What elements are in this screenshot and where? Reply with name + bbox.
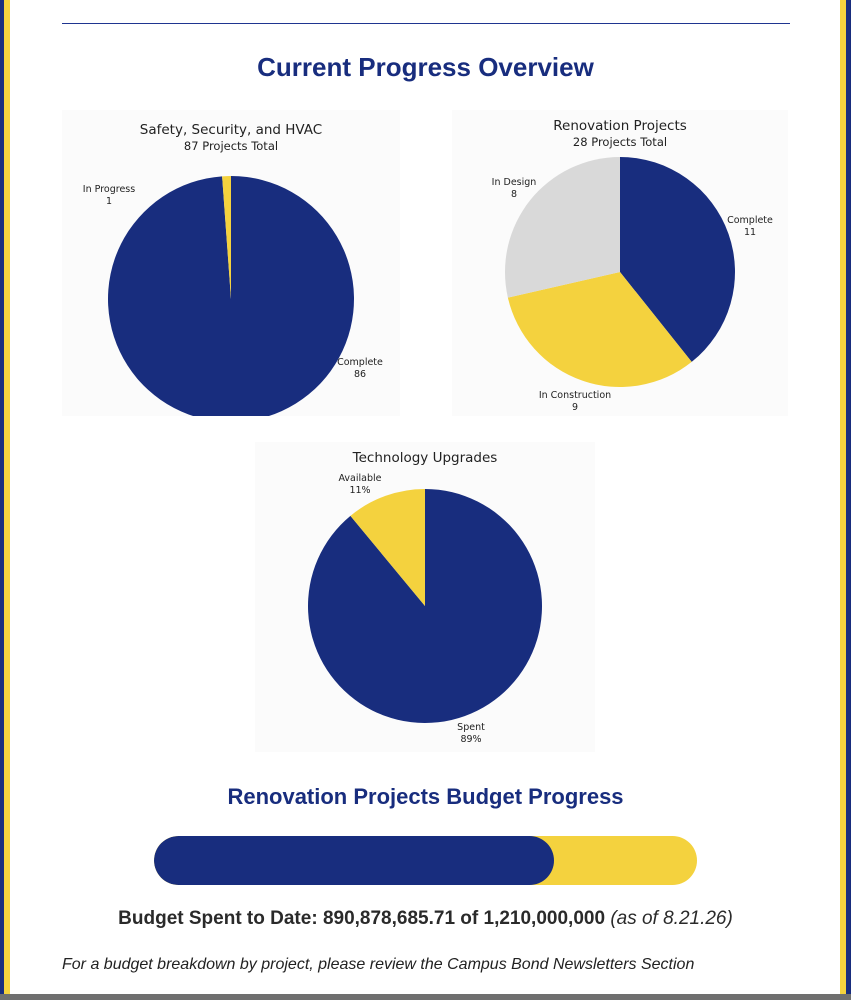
budget-spent-summary: Budget Spent to Date: 890,878,685.71 of … bbox=[0, 908, 851, 930]
right-border-stripe bbox=[840, 0, 851, 994]
chart-subtitle: 87 Projects Total bbox=[184, 139, 278, 153]
budget-of-word: of bbox=[460, 908, 479, 929]
slice-label-in-progress: In Progress bbox=[83, 184, 135, 195]
budget-spent-value: 890,878,685.71 bbox=[322, 908, 456, 929]
chart-safety-security-hvac: Safety, Security, and HVAC 87 Projects To… bbox=[62, 110, 400, 416]
left-border-stripe bbox=[0, 0, 11, 994]
slice-label-complete: Complete bbox=[727, 215, 773, 226]
budget-footnote: For a budget breakdown by project, pleas… bbox=[62, 956, 695, 973]
slice-value-available: 11% bbox=[349, 485, 370, 496]
slice-label-available: Available bbox=[338, 473, 381, 484]
slice-value-spent: 89% bbox=[460, 734, 481, 745]
pie-slice-in-progress bbox=[222, 176, 231, 299]
pie-slice-in-design bbox=[505, 157, 620, 298]
chart-title: Technology Upgrades bbox=[352, 450, 498, 466]
chart-technology-upgrades: Technology Upgrades Spent 89% Available 11% bbox=[255, 442, 595, 752]
chart-title: Renovation Projects bbox=[553, 118, 687, 134]
budget-progress-fill bbox=[154, 836, 554, 885]
budget-progress-bar bbox=[154, 836, 697, 885]
slice-label-in-construction: In Construction bbox=[539, 390, 611, 401]
budget-spent-label: Budget Spent to Date: bbox=[118, 908, 318, 929]
slice-label-spent: Spent bbox=[457, 722, 485, 733]
budget-progress-title: Renovation Projects Budget Progress bbox=[227, 784, 624, 809]
slice-value-in-design: 8 bbox=[511, 189, 517, 200]
pie-slice-complete bbox=[620, 157, 735, 362]
top-divider bbox=[62, 23, 790, 24]
budget-as-of-date: (as of 8.21.26) bbox=[610, 908, 733, 929]
overview-title: Current Progress Overview bbox=[257, 52, 594, 82]
bottom-border-strip bbox=[0, 994, 851, 1000]
pie-slice-in-construction bbox=[507, 272, 692, 387]
slice-label-complete: Complete bbox=[337, 357, 383, 368]
slice-value-in-construction: 9 bbox=[572, 402, 578, 413]
slice-value-complete: 86 bbox=[354, 369, 366, 380]
chart-subtitle: 28 Projects Total bbox=[573, 135, 667, 149]
budget-total-value: 1,210,000,000 bbox=[483, 908, 606, 929]
chart-title: Safety, Security, and HVAC bbox=[140, 122, 322, 138]
slice-label-in-design: In Design bbox=[492, 177, 537, 188]
pie-slice-complete bbox=[108, 176, 354, 416]
chart-renovation-projects: Renovation Projects 28 Projects Total Comp… bbox=[452, 110, 788, 416]
pie-slice-available bbox=[350, 489, 425, 606]
slice-value-complete: 11 bbox=[744, 227, 756, 238]
slice-value-in-progress: 1 bbox=[106, 196, 112, 207]
